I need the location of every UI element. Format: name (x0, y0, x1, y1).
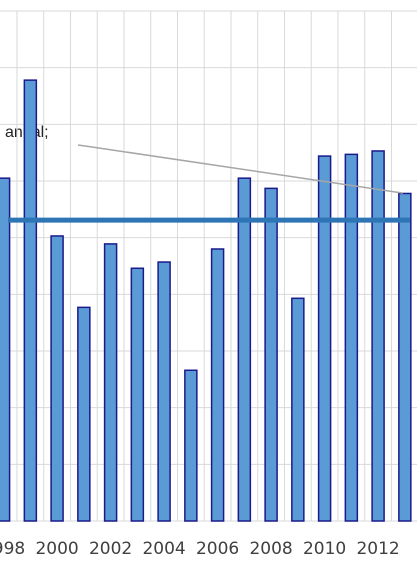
x-tick-label: 2002 (89, 539, 132, 559)
bar (157, 261, 171, 522)
x-tick-label: 1998 (0, 539, 25, 559)
bar (77, 306, 91, 522)
x-tick-label: 2008 (249, 539, 292, 559)
x-tick-label: 2000 (35, 539, 78, 559)
bar (23, 79, 38, 522)
bar (371, 150, 385, 522)
annotation-leader (77, 144, 404, 194)
x-tick-label: 2012 (356, 539, 399, 559)
bar (130, 267, 145, 522)
bar (398, 192, 412, 522)
bar (344, 153, 359, 522)
bar (50, 235, 64, 522)
bar (264, 187, 278, 522)
bar (184, 369, 198, 522)
bar (0, 177, 11, 522)
bar (210, 248, 225, 522)
bar (291, 297, 305, 522)
bar (237, 177, 252, 522)
x-tick-label: 2004 (142, 539, 185, 559)
bar (317, 155, 332, 522)
bar (103, 243, 118, 522)
x-tick-label: 2006 (196, 539, 239, 559)
x-tick-label: 2010 (303, 539, 346, 559)
